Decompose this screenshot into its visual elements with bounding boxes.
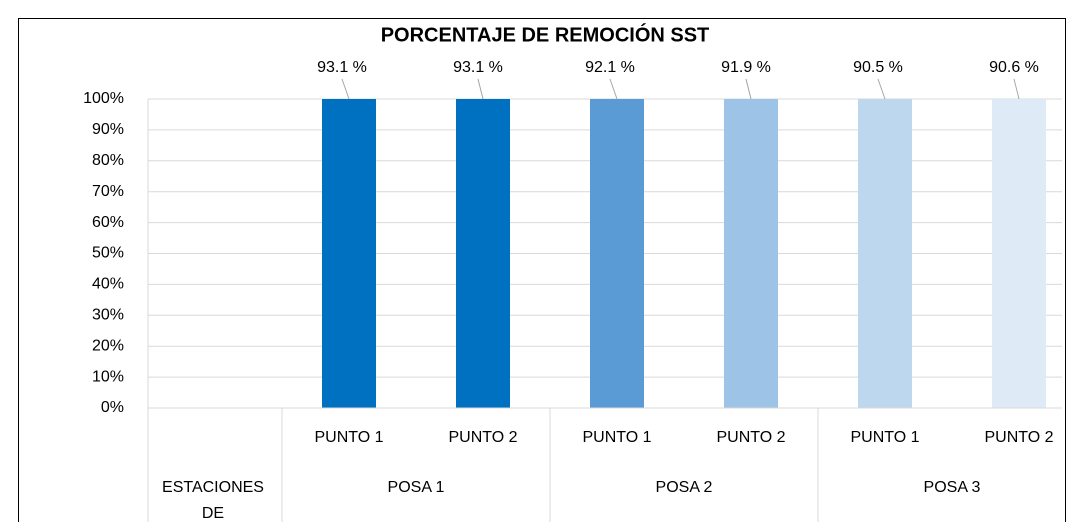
x-tick-label: PUNTO 2 [448,429,517,446]
group-label: POSA 3 [923,479,981,496]
bar [456,99,510,408]
y-tick-label: 70% [92,183,124,200]
data-label: 92.1 % [585,59,635,76]
bar [724,99,778,408]
leader-line [341,78,350,100]
y-tick-label: 10% [92,368,124,385]
data-label: 93.1 % [317,59,367,76]
x-tick-label: PUNTO 1 [582,429,651,446]
x-tick-label: PUNTO 1 [314,429,383,446]
data-label: 91.9 % [721,59,771,76]
bar [322,99,376,408]
bars [322,99,1046,408]
data-label: 90.5 % [853,59,903,76]
y-tick-label: 40% [92,276,124,293]
y-tick-label: 80% [92,152,124,169]
data-label: 93.1 % [453,59,503,76]
y-tick-label: 30% [92,307,124,324]
leader-line [877,78,886,100]
bar [858,99,912,408]
data-label: 90.6 % [989,59,1039,76]
group-label: POSA 2 [655,479,713,496]
group-label: POSA 1 [387,479,445,496]
y-tick-label: 50% [92,245,124,262]
leader-line [745,78,752,100]
y-tick-label: 90% [92,121,124,138]
group-label: ESTACIONES DE [162,479,264,522]
leader-line [609,78,618,100]
x-tick-label: PUNTO 2 [984,429,1053,446]
chart-title: PORCENTAJE DE REMOCIÓN SST [381,22,710,46]
bar [590,99,644,408]
y-tick-label: 60% [92,214,124,231]
y-tick-label: 0% [101,399,124,416]
x-tick-label: PUNTO 1 [850,429,919,446]
y-tick-label: 100% [83,90,124,107]
x-tick-label: PUNTO 2 [716,429,785,446]
y-tick-label: 20% [92,337,124,354]
bar [992,99,1046,408]
leader-line [477,78,484,100]
leader-line [1013,78,1020,100]
chart-border [18,18,1066,522]
